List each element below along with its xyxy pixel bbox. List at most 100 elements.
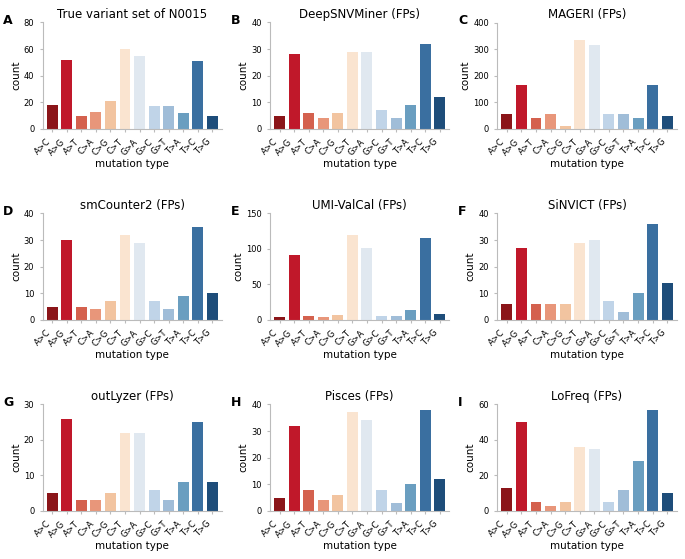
Text: E: E — [231, 205, 239, 218]
Bar — [47, 306, 58, 320]
Bar — [76, 306, 87, 320]
Bar — [647, 410, 658, 511]
Bar — [647, 224, 658, 320]
Bar — [332, 495, 343, 511]
Bar — [406, 105, 416, 129]
Bar — [589, 449, 600, 511]
Bar — [662, 283, 673, 320]
Bar — [516, 85, 527, 129]
Title: SiNVICT (FPs): SiNVICT (FPs) — [547, 200, 627, 212]
Text: B: B — [231, 14, 240, 27]
Bar — [603, 115, 614, 129]
Bar — [207, 482, 218, 511]
Bar — [76, 116, 87, 129]
Bar — [332, 113, 343, 129]
Bar — [105, 493, 116, 511]
Title: LoFreq (FPs): LoFreq (FPs) — [551, 390, 623, 403]
Text: C: C — [458, 14, 467, 27]
Bar — [376, 316, 387, 320]
Bar — [560, 304, 571, 320]
Bar — [347, 52, 358, 129]
Bar — [574, 447, 585, 511]
Bar — [362, 248, 373, 320]
Bar — [47, 493, 58, 511]
Bar — [662, 116, 673, 129]
X-axis label: mutation type: mutation type — [95, 541, 169, 551]
Bar — [516, 248, 527, 320]
Text: D: D — [3, 205, 14, 218]
Bar — [178, 296, 189, 320]
Bar — [516, 422, 527, 511]
Bar — [192, 227, 203, 320]
Bar — [274, 498, 285, 511]
Text: I: I — [458, 396, 462, 409]
Y-axis label: count: count — [11, 443, 21, 472]
Bar — [120, 49, 131, 129]
Bar — [574, 243, 585, 320]
Bar — [390, 316, 401, 320]
Y-axis label: count: count — [460, 61, 471, 91]
Bar — [47, 105, 58, 129]
X-axis label: mutation type: mutation type — [323, 159, 397, 169]
Bar — [531, 119, 541, 129]
Bar — [434, 97, 445, 129]
Y-axis label: count: count — [233, 252, 243, 281]
Bar — [545, 304, 556, 320]
Bar — [574, 40, 585, 129]
Bar — [90, 309, 101, 320]
Bar — [192, 422, 203, 511]
Bar — [149, 106, 160, 129]
Bar — [434, 479, 445, 511]
X-axis label: mutation type: mutation type — [323, 350, 397, 359]
Bar — [618, 115, 629, 129]
Title: UMI-ValCal (FPs): UMI-ValCal (FPs) — [312, 200, 407, 212]
Title: smCounter2 (FPs): smCounter2 (FPs) — [80, 200, 185, 212]
Title: Pisces (FPs): Pisces (FPs) — [325, 390, 394, 403]
Bar — [120, 433, 131, 511]
Bar — [406, 484, 416, 511]
X-axis label: mutation type: mutation type — [550, 541, 624, 551]
Bar — [318, 317, 329, 320]
Bar — [134, 433, 145, 511]
Bar — [589, 45, 600, 129]
Bar — [603, 502, 614, 511]
Bar — [288, 255, 299, 320]
Y-axis label: count: count — [466, 443, 475, 472]
Y-axis label: count: count — [238, 61, 248, 91]
Text: F: F — [458, 205, 466, 218]
Bar — [531, 304, 541, 320]
Bar — [120, 235, 131, 320]
Bar — [303, 113, 314, 129]
Bar — [618, 312, 629, 320]
Bar — [178, 482, 189, 511]
Bar — [288, 54, 299, 129]
X-axis label: mutation type: mutation type — [550, 350, 624, 359]
Bar — [347, 235, 358, 320]
Bar — [178, 113, 189, 129]
Bar — [288, 426, 299, 511]
Bar — [61, 240, 72, 320]
Y-axis label: count: count — [11, 252, 21, 281]
Title: True variant set of N0015: True variant set of N0015 — [58, 8, 208, 21]
Bar — [347, 413, 358, 511]
Bar — [76, 500, 87, 511]
Title: MAGERI (FPs): MAGERI (FPs) — [548, 8, 626, 21]
Bar — [390, 119, 401, 129]
Bar — [632, 293, 643, 320]
Title: DeepSNVMiner (FPs): DeepSNVMiner (FPs) — [299, 8, 420, 21]
Bar — [362, 52, 373, 129]
Bar — [501, 304, 512, 320]
Bar — [420, 44, 431, 129]
Bar — [207, 293, 218, 320]
Bar — [318, 500, 329, 511]
Bar — [632, 461, 643, 511]
Bar — [163, 309, 174, 320]
Bar — [618, 490, 629, 511]
Y-axis label: count: count — [466, 252, 475, 281]
Bar — [589, 240, 600, 320]
Bar — [376, 490, 387, 511]
Text: G: G — [3, 396, 14, 409]
Bar — [376, 110, 387, 129]
Bar — [149, 490, 160, 511]
Bar — [332, 315, 343, 320]
